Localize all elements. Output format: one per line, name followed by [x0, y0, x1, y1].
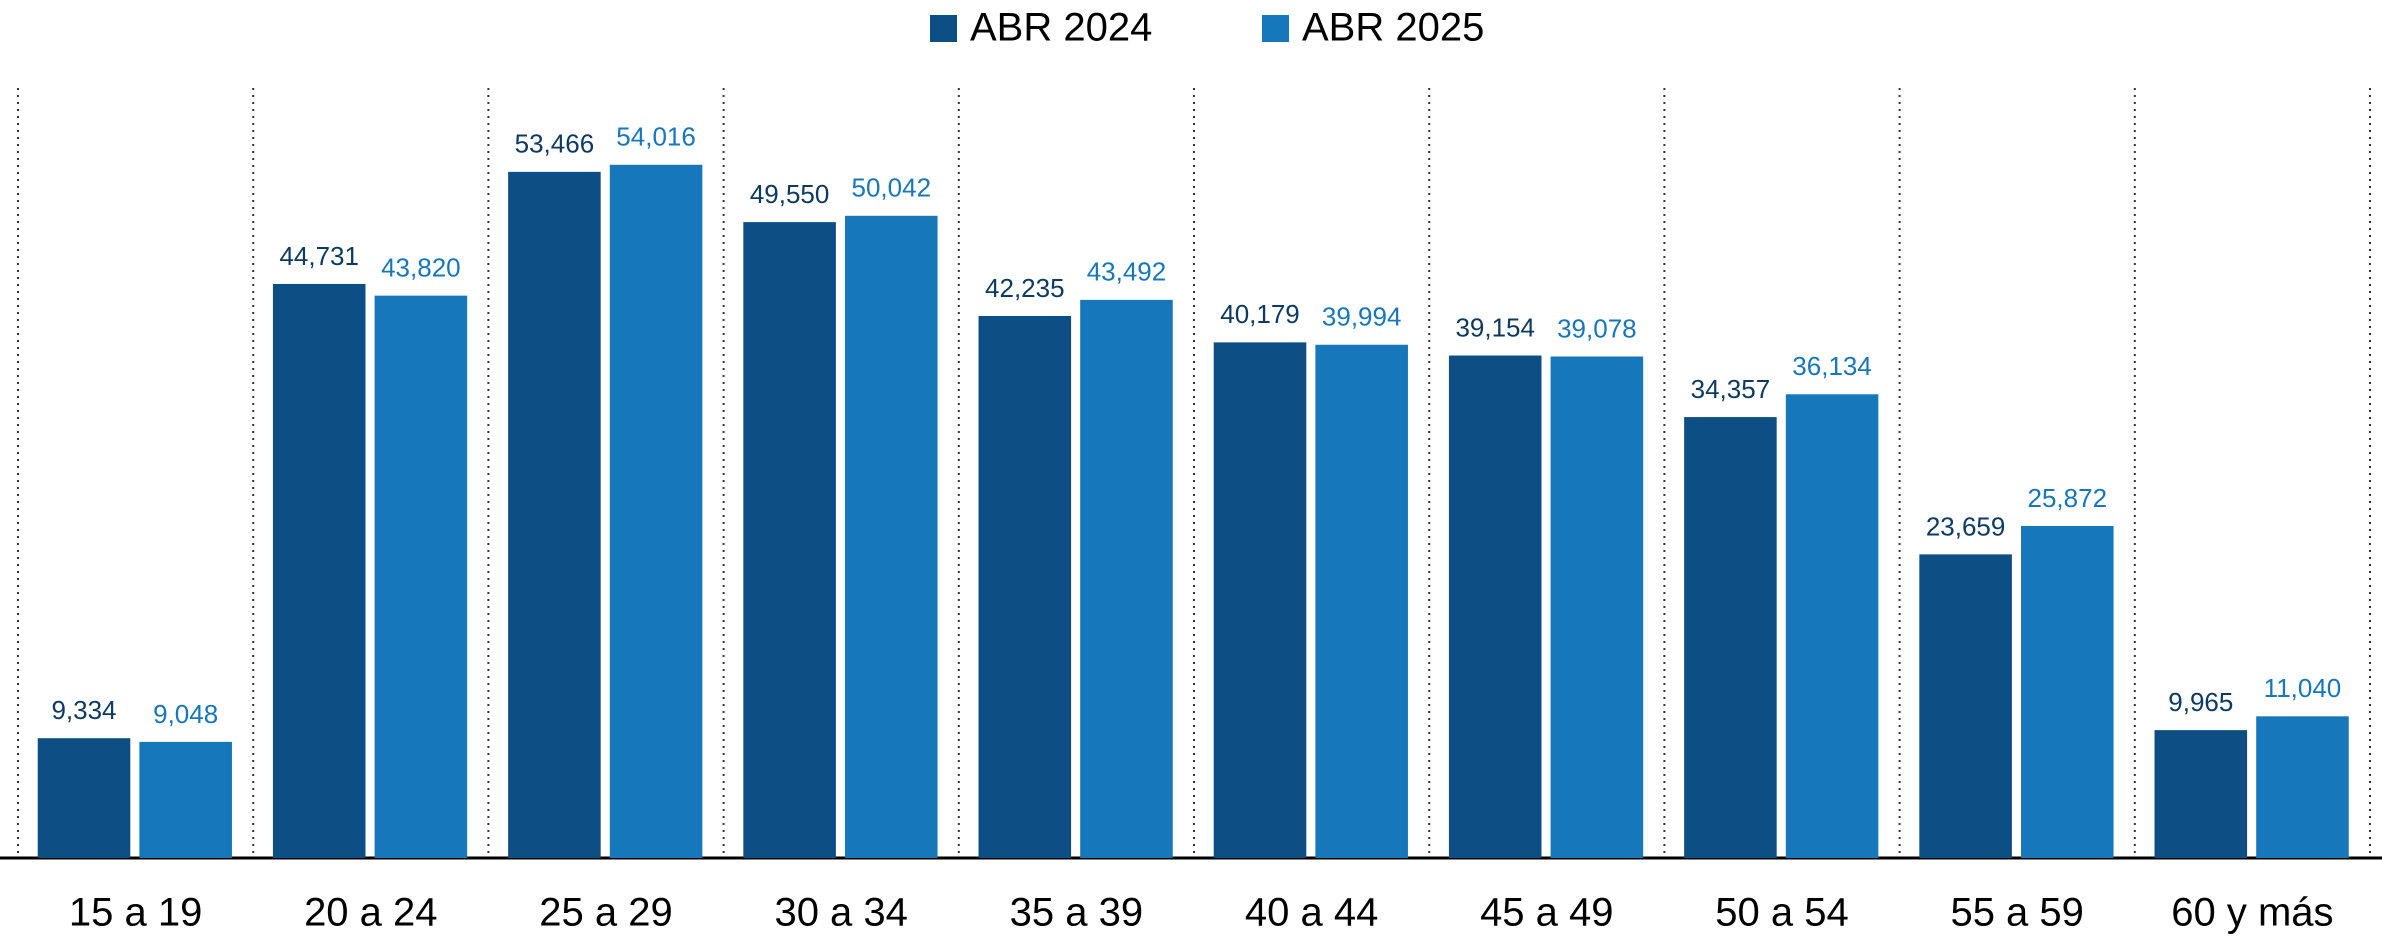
x-tick-label: 55 a 59: [1950, 891, 2083, 935]
bar: [2020, 525, 2114, 858]
x-tick-label: 25 a 29: [539, 891, 672, 935]
value-label: 34,357: [1691, 374, 1771, 404]
bar: [1080, 299, 1173, 858]
x-tick-label: 45 a 49: [1480, 891, 1613, 935]
value-label: 43,820: [381, 253, 461, 283]
value-label: 44,731: [279, 241, 359, 271]
value-label: 9,334: [51, 695, 116, 725]
value-label: 39,994: [1322, 302, 1402, 332]
bar: [1213, 342, 1307, 858]
value-label: 9,048: [153, 699, 218, 729]
x-tick-label: 20 a 24: [304, 891, 437, 935]
x-tick-label: 40 a 44: [1245, 891, 1378, 935]
value-label: 36,134: [1792, 351, 1872, 381]
value-label: 43,492: [1087, 257, 1167, 287]
x-tick-label: 30 a 34: [774, 891, 907, 935]
bar: [1785, 394, 1879, 858]
value-label: 54,016: [616, 122, 696, 152]
bar: [1315, 344, 1408, 858]
value-label: 23,659: [1926, 511, 2006, 541]
value-label: 39,154: [1455, 312, 1535, 342]
bar: [2154, 730, 2248, 858]
bar: [1448, 355, 1542, 858]
bar: [1550, 356, 1644, 858]
bar: [743, 222, 836, 858]
x-tick-label: 35 a 39: [1010, 891, 1143, 935]
value-label: 53,466: [515, 129, 595, 159]
x-tick-label: 50 a 54: [1715, 891, 1848, 935]
value-label: 11,040: [2264, 673, 2342, 703]
legend-label: ABR 2024: [970, 6, 1152, 50]
bar: [139, 741, 232, 858]
value-label: 25,872: [2028, 483, 2108, 513]
bar: [844, 215, 938, 859]
bar: [978, 315, 1072, 859]
bar: [1919, 554, 2012, 858]
legend-swatch: [1262, 15, 1289, 42]
bar: [508, 171, 601, 858]
legend-swatch: [930, 15, 957, 42]
x-tick-label: 60 y más: [2171, 891, 2333, 935]
x-tick-label: 15 a 19: [69, 891, 202, 935]
bar: [609, 164, 703, 858]
bar: [272, 283, 366, 859]
bar: [37, 738, 131, 858]
value-label: 49,550: [750, 179, 830, 209]
value-label: 9,965: [2168, 687, 2233, 717]
value-label: 50,042: [852, 173, 932, 203]
value-label: 39,078: [1557, 313, 1637, 343]
bar: [2256, 716, 2349, 858]
bar: [1684, 417, 1777, 858]
bar: [374, 295, 468, 859]
value-label: 40,179: [1220, 299, 1300, 329]
value-label: 42,235: [985, 273, 1065, 303]
legend-label: ABR 2025: [1302, 6, 1484, 50]
